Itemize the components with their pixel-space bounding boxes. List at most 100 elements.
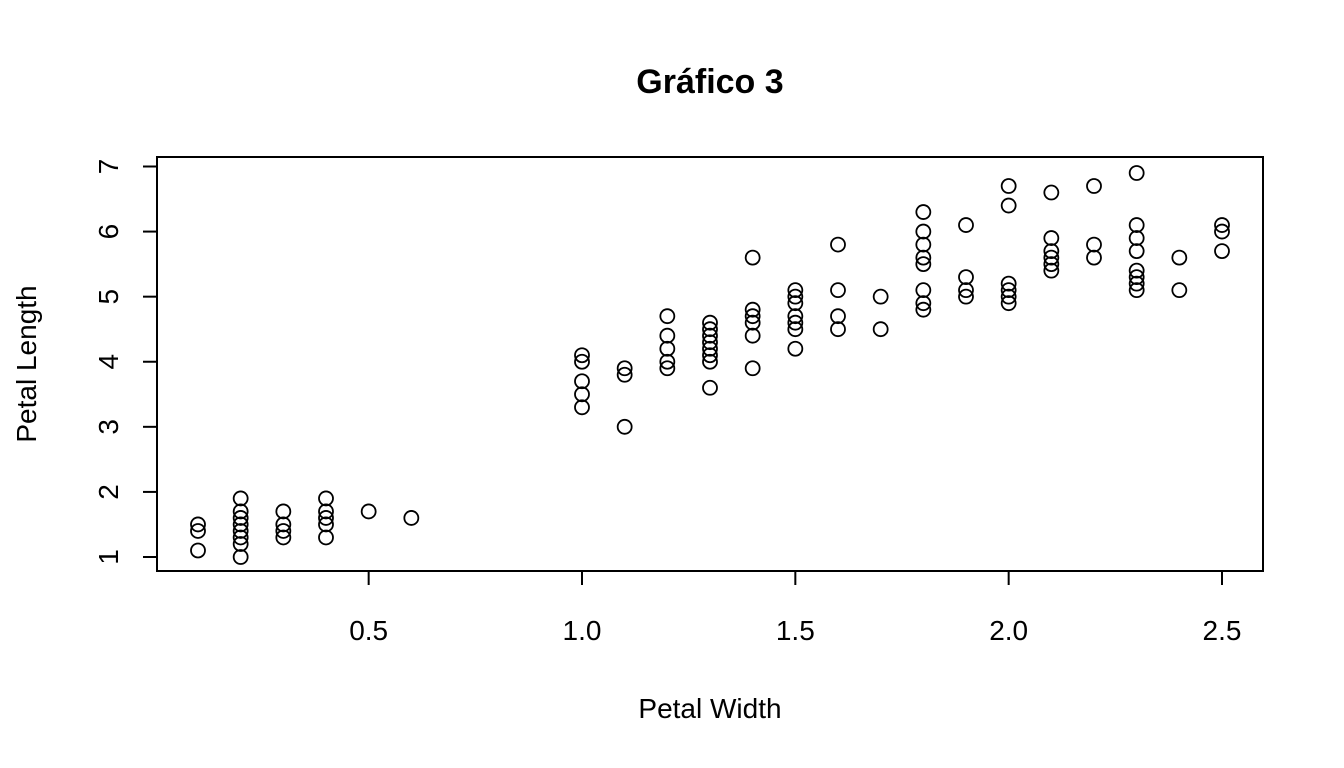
data-point bbox=[915, 301, 932, 318]
data-point bbox=[744, 249, 761, 266]
data-point bbox=[232, 523, 249, 539]
data-point bbox=[1043, 243, 1060, 260]
data-point bbox=[574, 347, 590, 364]
data-point bbox=[744, 308, 761, 325]
data-point bbox=[1128, 243, 1145, 260]
data-point bbox=[1000, 288, 1017, 305]
data-point bbox=[702, 353, 718, 370]
data-point bbox=[702, 314, 718, 331]
data-point bbox=[915, 256, 932, 273]
data-point bbox=[787, 282, 804, 299]
data-point bbox=[915, 282, 932, 299]
data-point bbox=[574, 353, 590, 370]
data-point bbox=[1000, 282, 1017, 299]
data-point bbox=[616, 366, 633, 383]
data-points bbox=[190, 165, 1230, 565]
data-point bbox=[275, 503, 292, 520]
y-tick-label: 3 bbox=[93, 419, 124, 435]
data-point bbox=[1214, 217, 1230, 233]
y-axis: 1 2 3 4 5 6 7 bbox=[93, 159, 157, 565]
data-point bbox=[275, 516, 292, 533]
x-tick-label: 1.5 bbox=[776, 615, 815, 646]
data-point bbox=[830, 236, 846, 253]
data-point bbox=[232, 503, 249, 520]
data-point bbox=[318, 490, 334, 507]
data-point bbox=[872, 321, 889, 338]
data-point bbox=[958, 269, 974, 286]
data-point bbox=[787, 340, 804, 357]
data-point bbox=[616, 418, 633, 435]
data-point bbox=[1128, 269, 1145, 286]
data-point bbox=[1128, 165, 1145, 181]
data-point bbox=[190, 516, 206, 533]
data-point bbox=[787, 288, 804, 305]
data-point bbox=[787, 314, 804, 331]
data-point bbox=[232, 529, 249, 546]
data-point bbox=[659, 327, 676, 344]
y-axis-label: Petal Length bbox=[11, 285, 42, 442]
chart-title: Gráfico 3 bbox=[636, 63, 783, 101]
x-tick-label: 2.0 bbox=[989, 615, 1028, 646]
y-tick-label: 6 bbox=[93, 224, 124, 240]
data-point bbox=[744, 327, 761, 344]
data-point bbox=[1000, 275, 1017, 292]
data-point bbox=[1000, 197, 1017, 214]
data-point bbox=[1043, 230, 1060, 246]
data-point bbox=[1043, 184, 1060, 201]
x-axis: 0.5 1.0 1.5 2.0 2.5 bbox=[349, 571, 1241, 646]
data-point bbox=[915, 204, 932, 220]
data-point bbox=[787, 308, 804, 325]
data-point bbox=[574, 386, 590, 403]
data-point bbox=[702, 340, 718, 357]
x-tick-label: 2.5 bbox=[1203, 615, 1242, 646]
data-point bbox=[830, 308, 846, 325]
data-point bbox=[830, 321, 846, 338]
data-point bbox=[830, 282, 846, 299]
data-point bbox=[787, 295, 804, 312]
data-point bbox=[1128, 230, 1145, 246]
data-point bbox=[915, 249, 932, 266]
data-point bbox=[659, 360, 676, 377]
data-point bbox=[958, 282, 974, 299]
data-point bbox=[318, 510, 334, 526]
data-point bbox=[190, 542, 206, 559]
data-point bbox=[318, 516, 334, 533]
y-tick-label: 7 bbox=[93, 159, 124, 175]
data-point bbox=[958, 217, 974, 233]
data-point bbox=[1043, 249, 1060, 266]
data-point bbox=[318, 503, 334, 520]
data-point bbox=[403, 510, 420, 526]
data-point bbox=[574, 399, 590, 416]
data-point bbox=[1214, 243, 1230, 260]
data-point bbox=[232, 510, 249, 526]
data-point bbox=[744, 360, 761, 377]
data-point bbox=[1128, 262, 1145, 279]
data-point bbox=[1128, 217, 1145, 233]
plot-frame bbox=[156, 156, 1264, 572]
data-point bbox=[872, 288, 889, 305]
data-point bbox=[702, 379, 718, 396]
data-point bbox=[915, 236, 932, 253]
data-point bbox=[702, 334, 718, 351]
x-tick-label: 0.5 bbox=[349, 615, 388, 646]
data-point bbox=[1128, 282, 1145, 299]
data-point bbox=[1086, 236, 1102, 253]
data-point bbox=[787, 321, 804, 338]
data-point bbox=[616, 360, 633, 377]
data-point bbox=[275, 529, 292, 546]
data-point bbox=[1171, 282, 1188, 299]
data-point bbox=[360, 503, 377, 520]
data-point bbox=[958, 288, 974, 305]
data-point bbox=[702, 327, 718, 344]
data-point bbox=[659, 340, 676, 357]
data-point bbox=[1128, 275, 1145, 292]
data-point bbox=[574, 373, 590, 390]
data-point bbox=[744, 314, 761, 331]
data-point bbox=[190, 523, 206, 539]
data-point bbox=[1214, 223, 1230, 240]
data-point bbox=[1000, 295, 1017, 312]
data-point bbox=[915, 223, 932, 240]
data-point bbox=[659, 353, 676, 370]
data-point bbox=[232, 536, 249, 552]
